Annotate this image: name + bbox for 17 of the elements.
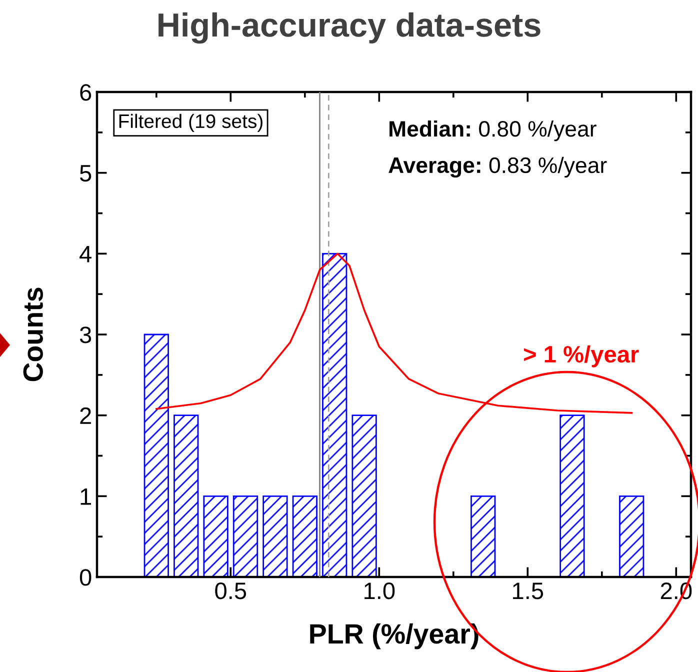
annotation: Filtered (19 sets) [119, 114, 262, 132]
y-tick-label: 0 [80, 569, 92, 586]
annotation: Average: 0.83 %/year [388, 156, 607, 178]
annotation: > 1 %/year [524, 345, 639, 368]
y-tick-label: 1 [80, 488, 91, 505]
x-tick-label: 1.5 [513, 582, 544, 600]
y-axis-title: Counts [23, 288, 43, 382]
chart-title: High-accuracy data-sets [158, 12, 540, 44]
y-tick-label: 4 [80, 246, 92, 262]
y-tick-label: 6 [80, 84, 92, 101]
y-tick-label: 5 [80, 165, 92, 182]
x-tick-label: 0.5 [215, 582, 246, 600]
x-tick-label: 1.0 [364, 582, 395, 600]
x-axis-title: PLR (%/year) [310, 623, 478, 650]
y-tick-label: 3 [80, 326, 92, 344]
annotation: Median: 0.80 %/year [390, 120, 596, 142]
y-tick-label: 2 [80, 407, 91, 424]
